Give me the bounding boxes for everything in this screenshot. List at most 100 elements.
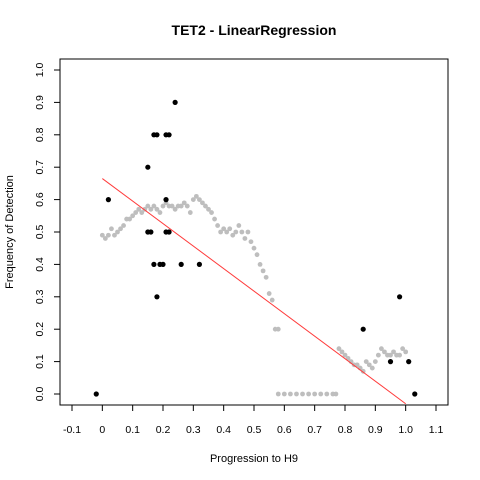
x-axis: -0.1 0 0.1 0.2 0.3 0.4 0.5 0.6 0.7 0.8 0.9 1.0 1.1 bbox=[63, 404, 443, 436]
smoothed-point bbox=[375, 352, 381, 358]
smoothed-point bbox=[257, 262, 263, 267]
smoothed-point bbox=[106, 232, 111, 238]
observed-point bbox=[160, 261, 166, 267]
smoothed-point bbox=[339, 349, 345, 355]
smoothed-point bbox=[366, 362, 372, 368]
observed-point bbox=[151, 261, 157, 267]
x-tick-label: 0.8 bbox=[338, 424, 353, 436]
x-tick-label: 0.4 bbox=[216, 424, 231, 436]
x-tick-label: 0.3 bbox=[186, 424, 201, 436]
smoothed-point bbox=[397, 352, 402, 358]
smoothed-point bbox=[206, 206, 211, 212]
smoothed-point bbox=[230, 232, 236, 238]
y-tick-label: 0.9 bbox=[34, 95, 46, 110]
smoothed-point bbox=[260, 268, 266, 274]
x-tick-label: 0 bbox=[99, 424, 105, 436]
smoothed-point bbox=[369, 365, 375, 371]
smoothed-point bbox=[275, 326, 281, 332]
smoothed-point bbox=[382, 349, 387, 355]
smoothed-point bbox=[130, 213, 136, 219]
x-tick-label: 0.9 bbox=[368, 424, 383, 436]
observed-point bbox=[397, 294, 403, 300]
observed-point bbox=[163, 197, 169, 203]
x-axis-label: Progression to H9 bbox=[210, 453, 298, 465]
x-tick-label: 1.0 bbox=[398, 424, 413, 436]
smoothed-point bbox=[300, 391, 305, 397]
smoothed-point bbox=[121, 223, 126, 228]
smoothed-point bbox=[400, 346, 406, 352]
smoothed-point bbox=[288, 391, 293, 397]
y-tick-label: 0.5 bbox=[34, 225, 46, 240]
y-tick-label: 0.0 bbox=[34, 387, 46, 402]
smoothed-point bbox=[184, 203, 190, 209]
smoothed-point bbox=[127, 216, 133, 222]
smoothed-point bbox=[336, 346, 342, 352]
smoothed-point bbox=[372, 359, 378, 364]
observed-point bbox=[196, 261, 202, 267]
x-tick-label: 0.2 bbox=[156, 424, 171, 436]
smoothed-point bbox=[306, 391, 311, 397]
smoothed-point bbox=[160, 203, 166, 209]
observed-point bbox=[172, 99, 178, 105]
smoothed-point bbox=[218, 229, 224, 235]
smoothed-point bbox=[239, 229, 245, 235]
observed-point bbox=[145, 164, 151, 170]
observed-point bbox=[360, 326, 366, 332]
smoothed-point bbox=[178, 203, 184, 209]
smoothed-point bbox=[148, 206, 154, 212]
smoothed-point bbox=[212, 216, 217, 222]
x-tick-label: 0.1 bbox=[125, 424, 140, 436]
observed-point bbox=[406, 359, 412, 365]
observed-point bbox=[412, 391, 418, 397]
smoothed-point bbox=[181, 200, 187, 206]
smoothed-point bbox=[187, 210, 193, 215]
observed-point bbox=[166, 229, 172, 235]
smoothed-point bbox=[227, 226, 233, 232]
smoothed-point bbox=[391, 349, 396, 355]
smoothed-point bbox=[388, 352, 393, 358]
smoothed-point bbox=[200, 200, 205, 206]
smoothed-point bbox=[209, 210, 214, 215]
smoothed-point bbox=[190, 197, 196, 203]
smoothed-point bbox=[263, 274, 269, 280]
smoothed-point bbox=[197, 197, 202, 203]
smoothed-point bbox=[233, 229, 239, 235]
smoothed-point bbox=[133, 210, 139, 215]
x-tick-label: 0.6 bbox=[277, 424, 292, 436]
smoothed-point bbox=[251, 245, 257, 251]
smoothed-point bbox=[269, 297, 275, 303]
smoothed-point bbox=[312, 391, 318, 397]
observed-point bbox=[166, 132, 172, 138]
smoothed-point bbox=[203, 203, 208, 209]
observed-point bbox=[93, 391, 99, 397]
observed-point bbox=[148, 229, 154, 235]
smoothed-point bbox=[139, 210, 145, 215]
smoothed-point bbox=[275, 391, 281, 397]
smoothed-point bbox=[254, 252, 260, 258]
smoothed-point bbox=[118, 226, 123, 232]
smoothed-point bbox=[242, 236, 248, 241]
chart-title: TET2 - LinearRegression bbox=[172, 22, 337, 38]
smoothed-point bbox=[157, 210, 163, 215]
x-tick-label: 0.5 bbox=[247, 424, 262, 436]
smoothed-point bbox=[215, 223, 221, 228]
smoothed-point bbox=[324, 391, 330, 397]
smoothed-point bbox=[342, 352, 348, 358]
observed-point bbox=[178, 261, 184, 267]
smoothed-point bbox=[115, 229, 120, 235]
smoothed-point bbox=[102, 236, 108, 241]
smoothed-point bbox=[363, 359, 369, 364]
smoothed-series bbox=[99, 193, 409, 397]
smoothed-point bbox=[266, 291, 272, 296]
y-tick-label: 0.3 bbox=[34, 289, 46, 304]
smoothed-point bbox=[354, 362, 360, 368]
observed-point bbox=[154, 294, 160, 300]
y-axis: 0.0 0.1 0.2 0.3 0.4 0.5 0.6 0.7 0.8 0.9 1.0 bbox=[34, 63, 61, 402]
x-tick-label: -0.1 bbox=[63, 424, 81, 436]
smoothed-point bbox=[236, 223, 242, 228]
regression-line bbox=[102, 178, 406, 405]
observed-point bbox=[105, 197, 111, 203]
y-tick-label: 0.7 bbox=[34, 160, 46, 175]
smoothed-point bbox=[245, 229, 251, 235]
